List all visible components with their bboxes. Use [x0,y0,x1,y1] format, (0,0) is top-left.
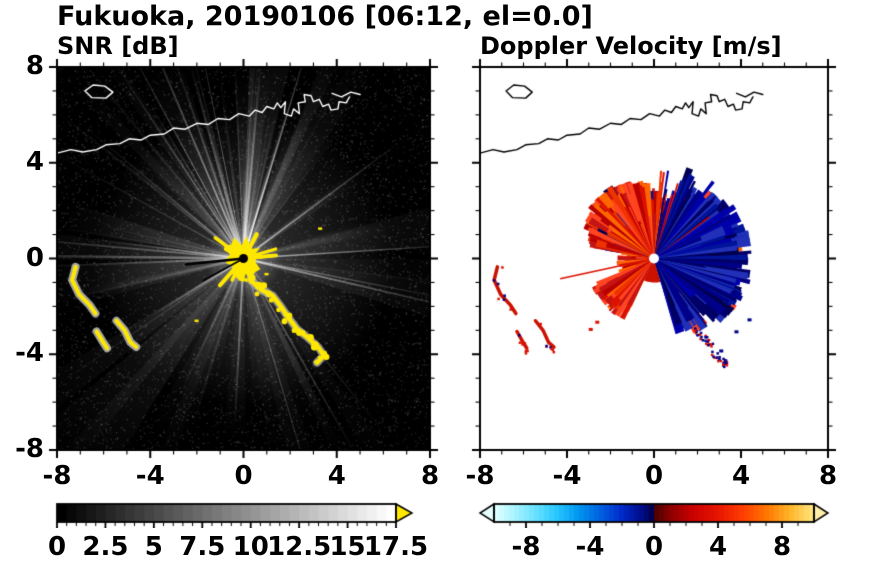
colorbar-tick-label: 7.5 [179,532,226,562]
y-tick-label: 4 [25,146,44,177]
colorbar-tick-label: -8 [511,532,541,562]
x-tick-label: 4 [327,461,346,491]
x-tick-label: -8 [465,461,495,491]
snr-colorbar [55,502,420,528]
x-tick-label: 4 [731,461,751,491]
colorbar-tick-label: 0 [47,532,67,562]
y-tick-label: -4 [15,338,44,369]
x-tick-label: -4 [552,461,582,491]
colorbar-tick-label: 8 [772,532,792,562]
x-tick-label: -8 [42,461,72,491]
x-tick-label: 8 [818,461,838,491]
snr-panel-title: SNR [dB] [57,32,179,60]
y-tick-label: 0 [25,242,44,273]
snr-plot-canvas [47,57,440,460]
y-tick-label: -8 [15,434,44,464]
x-tick-label: -4 [135,461,165,491]
colorbar-tick-label: 0 [644,532,664,562]
colorbar-tick-label: 10 [232,532,269,562]
colorbar-tick-label: 12.5 [267,532,332,562]
doppler-colorbar [478,502,834,528]
colorbar-tick-label: 15 [329,532,366,562]
colorbar-tick-label: -4 [575,532,605,562]
colorbar-tick-label: 2.5 [82,532,129,562]
colorbar-tick-label: 4 [708,532,728,562]
x-tick-label: 8 [420,461,440,491]
doppler-plot-canvas [470,57,838,460]
doppler-panel-title: Doppler Velocity [m/s] [480,32,782,60]
y-tick-label: 8 [25,51,44,81]
x-tick-label: 0 [234,461,253,491]
x-tick-label: 0 [644,461,664,491]
colorbar-tick-label: 5 [144,532,163,562]
figure-title: Fukuoka, 20190106 [06:12, el=0.0] [57,1,593,32]
colorbar-tick-label: 17.5 [363,532,429,562]
